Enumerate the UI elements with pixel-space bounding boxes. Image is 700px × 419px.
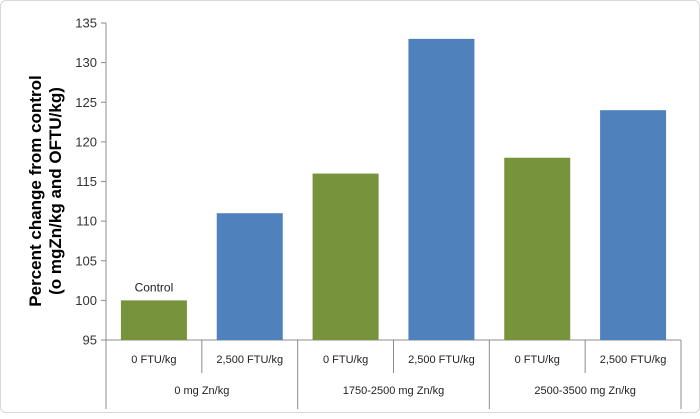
bar bbox=[216, 213, 283, 340]
y-tick-label: 135 bbox=[75, 16, 97, 31]
category-label: 2,500 FTU/kg bbox=[216, 354, 283, 366]
category-label: 2,500 FTU/kg bbox=[600, 354, 667, 366]
group-label: 2500-3500 mg Zn/kg bbox=[534, 385, 636, 397]
y-axis-label: Percent change from control (o mgZn/kg a… bbox=[26, 75, 65, 306]
y-tick-label: 125 bbox=[75, 95, 97, 110]
bar bbox=[600, 110, 667, 340]
bar bbox=[408, 38, 475, 340]
bar bbox=[504, 157, 571, 340]
category-label: 0 FTU/kg bbox=[131, 354, 176, 366]
y-tick-label: 115 bbox=[76, 174, 97, 189]
group-label: 1750-2500 mg Zn/kg bbox=[343, 385, 445, 397]
y-tick-label: 110 bbox=[76, 214, 97, 229]
control-annotation: Control bbox=[135, 280, 174, 294]
y-tick-label: 95 bbox=[83, 333, 97, 348]
axes: 95 100 105 110 115 120 125 130 135 bbox=[75, 16, 681, 348]
category-label: 0 FTU/kg bbox=[323, 354, 368, 366]
y-axis-label-line2: (o mgZn/kg and OFTU/kg) bbox=[46, 87, 65, 295]
y-tick-label: 105 bbox=[75, 253, 97, 268]
y-axis-label-line1: Percent change from control bbox=[26, 75, 45, 306]
category-axis: 0 FTU/kg 2,500 FTU/kg 0 FTU/kg 2,500 FTU/kg… bbox=[105, 280, 682, 409]
y-tick-label: 130 bbox=[75, 55, 97, 70]
group-label: 0 mg Zn/kg bbox=[174, 385, 229, 397]
category-label: 0 FTU/kg bbox=[515, 354, 560, 366]
bar bbox=[120, 300, 187, 340]
y-tick-label: 100 bbox=[75, 293, 97, 308]
bars bbox=[120, 38, 667, 340]
category-label: 2,500 FTU/kg bbox=[408, 354, 475, 366]
y-tick-label: 120 bbox=[75, 134, 97, 149]
bar bbox=[312, 173, 379, 340]
